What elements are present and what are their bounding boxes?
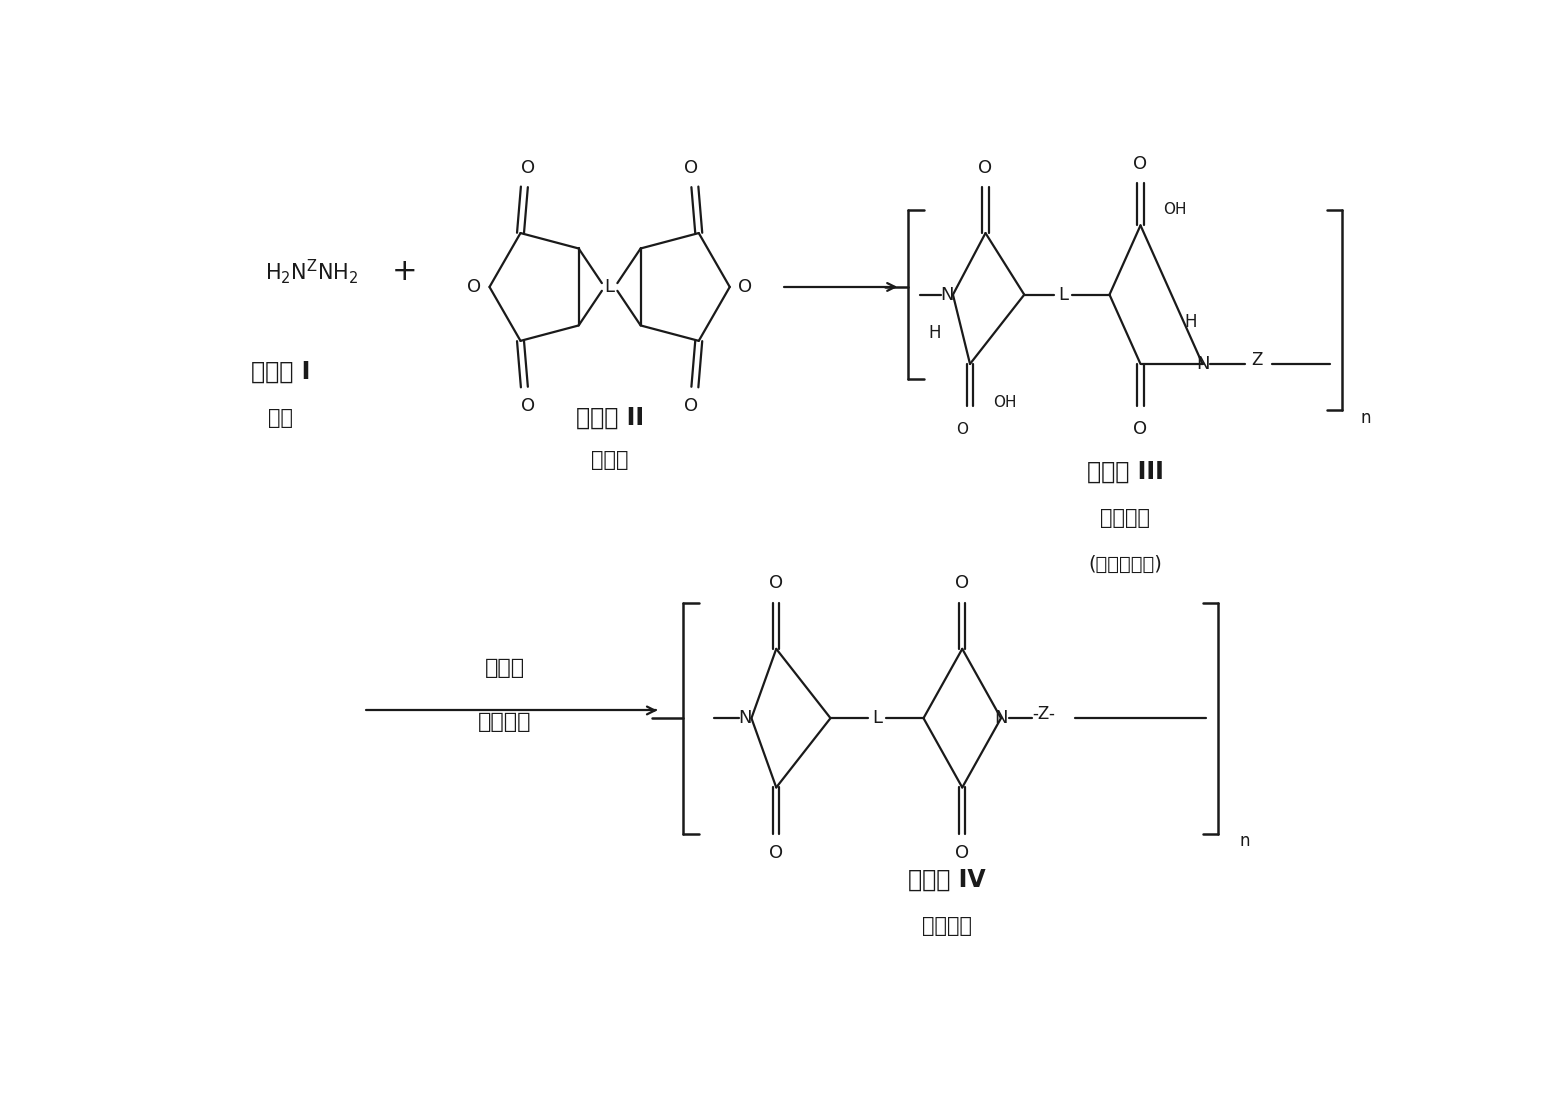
Text: OH: OH — [994, 394, 1017, 410]
Text: N: N — [994, 709, 1008, 727]
Text: 二酸酏: 二酸酏 — [591, 450, 629, 470]
Text: 聚酰亚胺: 聚酰亚胺 — [922, 916, 972, 936]
Text: 二胺: 二胺 — [268, 408, 293, 428]
Text: 脱水剂: 脱水剂 — [485, 658, 526, 678]
Text: O: O — [955, 574, 969, 593]
Text: O: O — [521, 158, 535, 176]
Text: +: + — [392, 257, 417, 286]
Text: N: N — [1197, 355, 1209, 373]
Text: O: O — [1134, 155, 1148, 173]
Text: (凝胶前驱物): (凝胶前驱物) — [1087, 555, 1162, 574]
Text: O: O — [956, 422, 969, 437]
Text: 化学式 IV: 化学式 IV — [908, 868, 986, 892]
Text: Z: Z — [1251, 351, 1262, 369]
Text: n: n — [1240, 832, 1251, 850]
Text: O: O — [955, 844, 969, 862]
Text: O: O — [978, 158, 992, 176]
Text: N: N — [941, 286, 953, 304]
Text: O: O — [738, 278, 752, 296]
Text: H$_2$N$^{\mathsf{Z}}$NH$_2$: H$_2$N$^{\mathsf{Z}}$NH$_2$ — [265, 257, 357, 286]
Text: O: O — [683, 158, 697, 176]
Text: O: O — [769, 574, 783, 593]
Text: O: O — [683, 398, 697, 416]
Text: 单胺，水: 单胺，水 — [479, 712, 532, 732]
Text: n: n — [1360, 409, 1371, 427]
Text: L: L — [605, 278, 615, 296]
Text: O: O — [466, 278, 480, 296]
Text: O: O — [769, 844, 783, 862]
Text: -Z-: -Z- — [1033, 706, 1055, 724]
Text: H: H — [928, 325, 941, 342]
Text: 聚酰胺酸: 聚酰胺酸 — [1100, 507, 1150, 527]
Text: L: L — [872, 709, 881, 727]
Text: N: N — [738, 709, 752, 727]
Text: 化学式 III: 化学式 III — [1087, 460, 1164, 484]
Text: OH: OH — [1164, 203, 1187, 217]
Text: 化学式 I: 化学式 I — [251, 360, 310, 383]
Text: H: H — [1184, 312, 1197, 330]
Text: O: O — [521, 398, 535, 416]
Text: 化学式 II: 化学式 II — [576, 406, 644, 430]
Text: O: O — [1134, 420, 1148, 439]
Text: L: L — [1058, 286, 1069, 304]
